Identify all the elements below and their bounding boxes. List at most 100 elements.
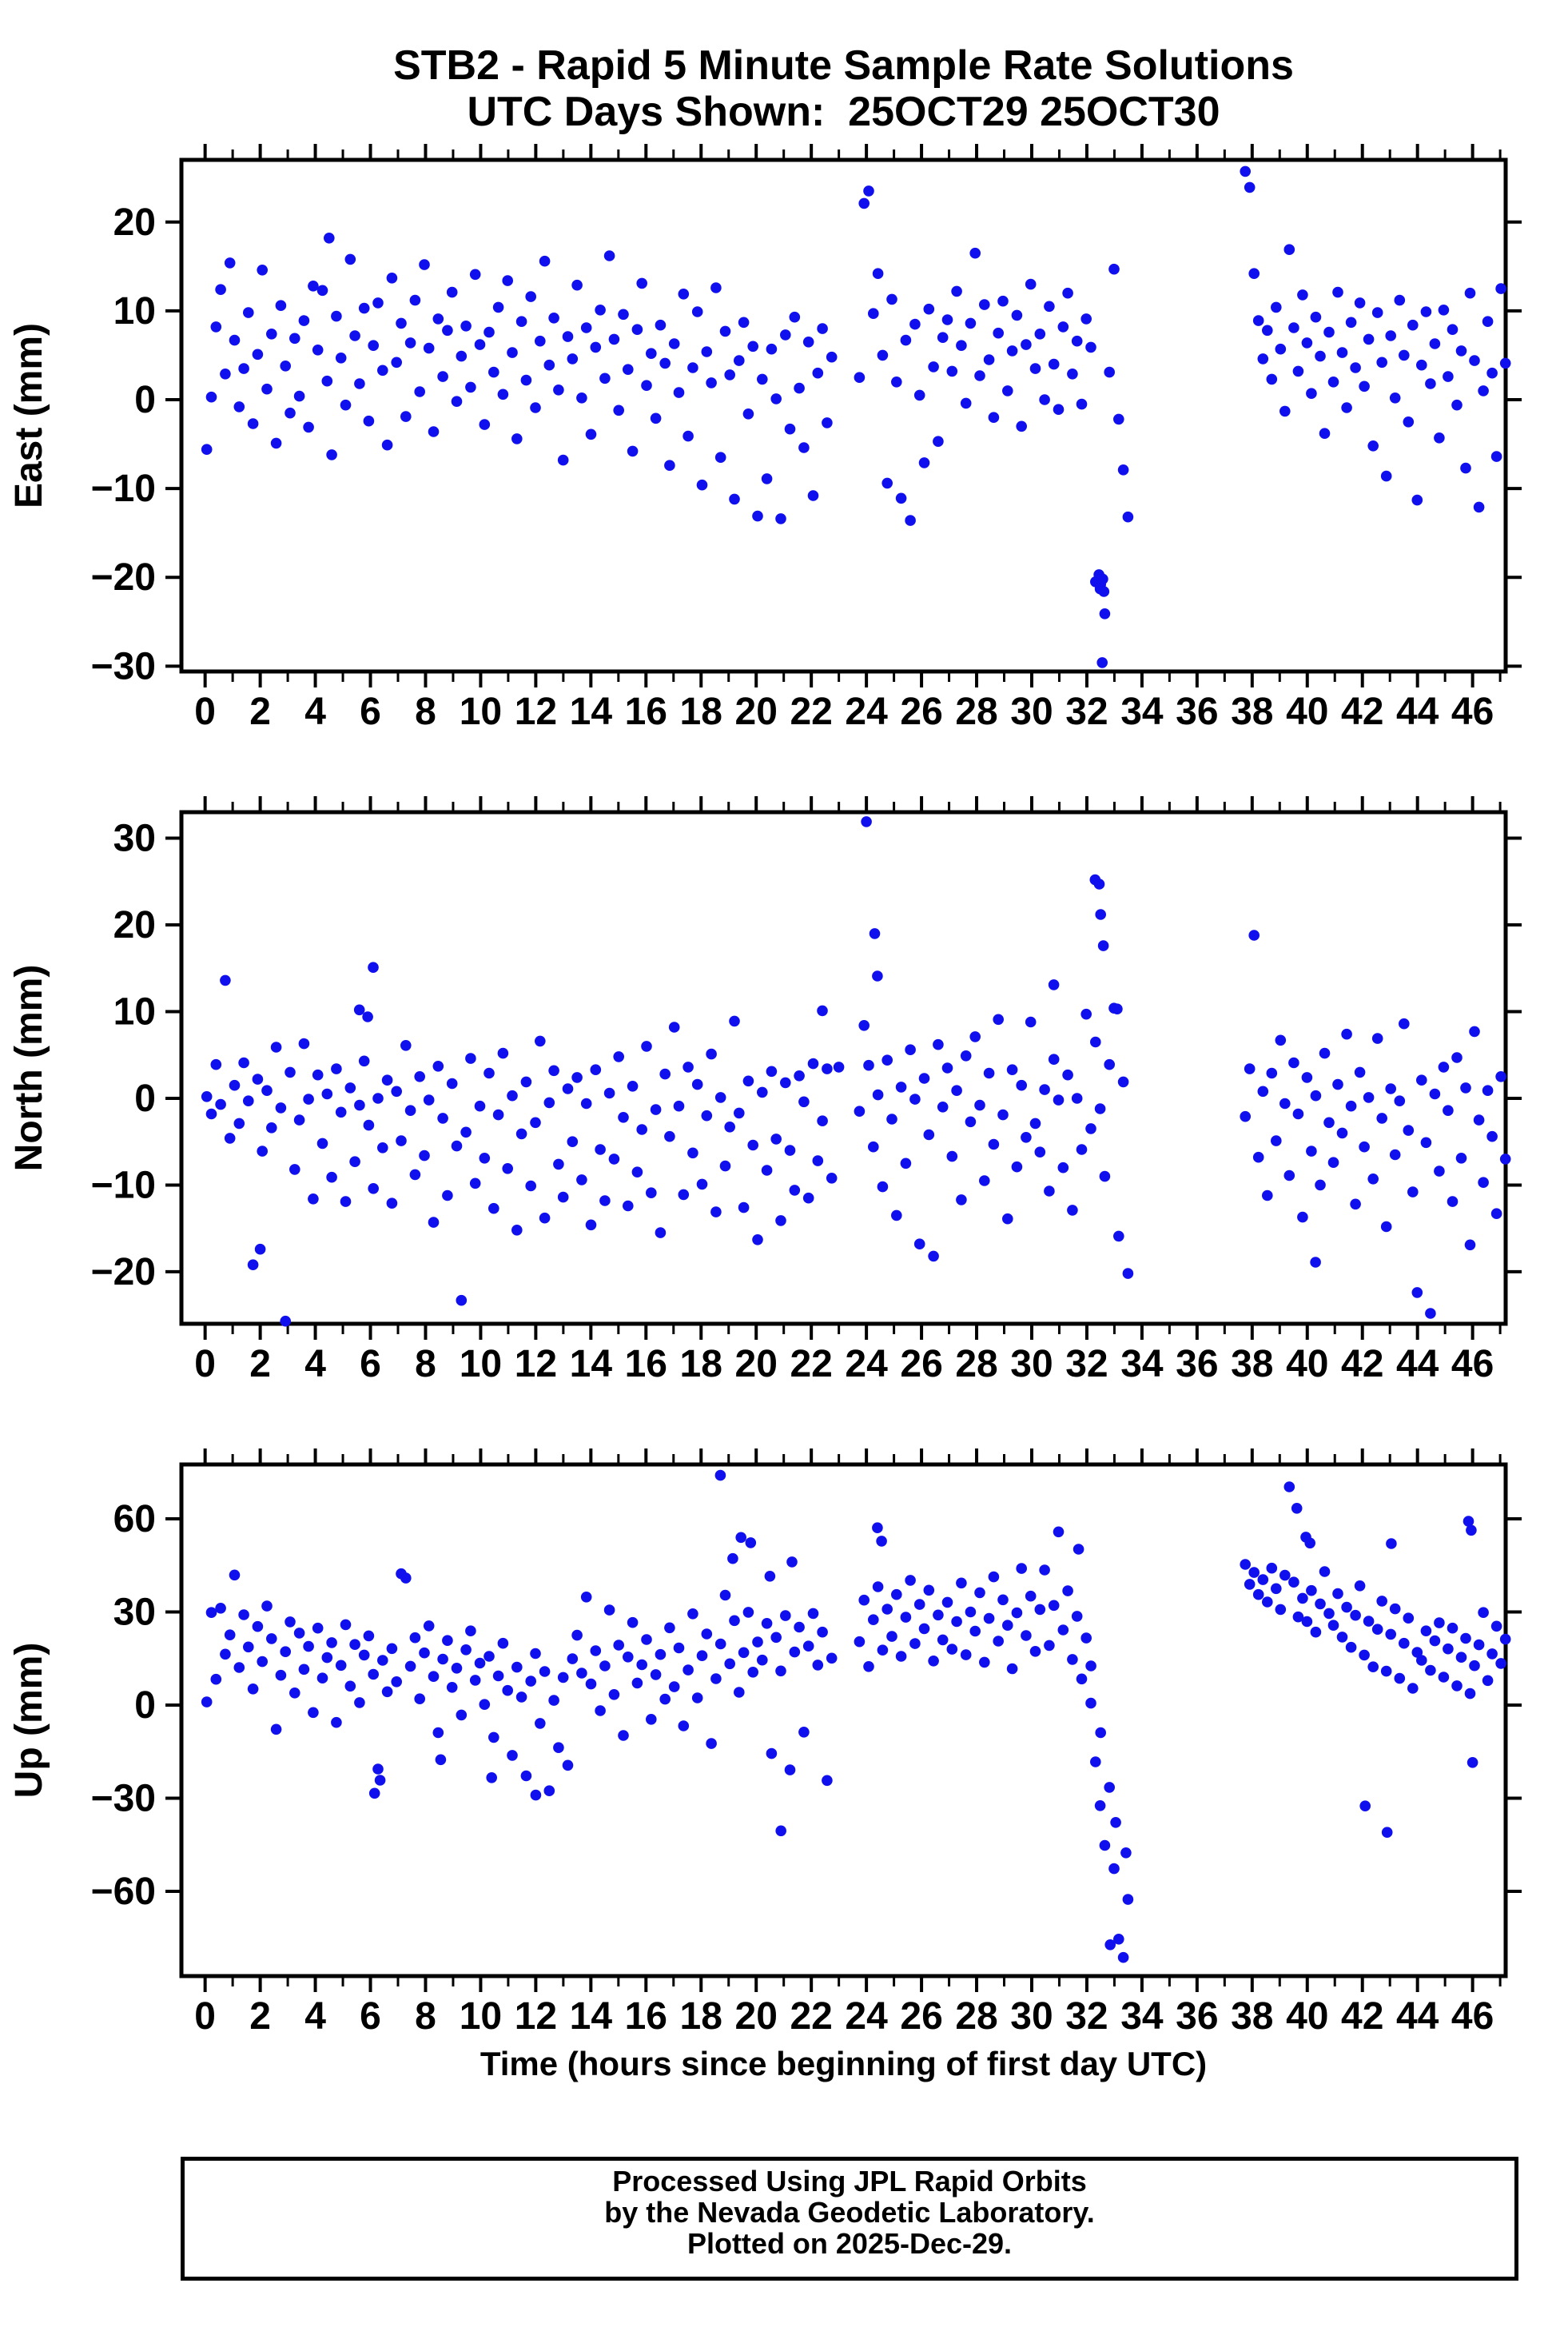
data-point <box>1096 657 1108 668</box>
data-point <box>465 1053 476 1064</box>
data-point <box>515 316 527 328</box>
data-point <box>1104 1782 1115 1793</box>
data-point <box>1067 369 1078 380</box>
data-point <box>946 1150 958 1162</box>
y-tick-label: −30 <box>91 1777 156 1819</box>
data-point <box>525 1676 536 1687</box>
north-panel: 0 2 4 6 8 10 12 14 16 18 20 22 24 26 28 30 32 34 36 38 40 42 4… <box>8 796 1522 1385</box>
x-tick-label: 44 <box>1396 1995 1439 2038</box>
data-point <box>363 415 375 427</box>
x-tick-label: 22 <box>790 1343 832 1385</box>
data-point <box>817 1005 828 1017</box>
data-point <box>1464 1239 1476 1251</box>
data-point <box>535 1035 546 1047</box>
x-tick-label: 10 <box>460 1343 502 1385</box>
data-point <box>435 1754 447 1766</box>
data-point <box>913 1599 925 1610</box>
data-point <box>1420 1625 1432 1636</box>
data-point <box>1394 294 1406 306</box>
data-point <box>1425 1308 1436 1319</box>
data-point <box>243 1095 254 1106</box>
data-point <box>280 361 292 372</box>
data-point <box>414 1693 425 1704</box>
data-point <box>1283 1481 1295 1492</box>
data-point <box>1486 367 1498 379</box>
data-point <box>1371 307 1383 318</box>
data-point <box>891 1209 902 1221</box>
data-point <box>530 1117 541 1129</box>
data-point <box>210 1058 222 1070</box>
data-point <box>492 301 504 313</box>
data-point <box>877 349 889 361</box>
data-point <box>1371 1033 1383 1044</box>
data-point <box>220 1648 231 1660</box>
x-tick-label: 22 <box>790 691 832 733</box>
data-point <box>293 390 305 402</box>
data-point <box>372 1093 384 1104</box>
data-point <box>229 1079 241 1091</box>
x-tick-label: 40 <box>1286 691 1328 733</box>
data-point <box>423 1094 435 1106</box>
data-point <box>205 1108 217 1120</box>
data-point <box>1420 306 1432 317</box>
data-point <box>1025 1590 1037 1602</box>
data-point <box>1336 1127 1348 1139</box>
data-point <box>714 1092 726 1103</box>
data-point <box>368 962 379 973</box>
data-point <box>1057 1162 1069 1173</box>
data-point <box>1367 1661 1379 1672</box>
data-point <box>794 382 805 394</box>
data-point <box>1363 1092 1375 1103</box>
data-point <box>1350 362 1361 373</box>
data-point <box>326 1637 337 1648</box>
x-tick-label: 2 <box>249 1995 271 2038</box>
x-tick-label: 6 <box>360 1343 381 1385</box>
data-point <box>673 387 685 398</box>
data-point <box>1034 1146 1046 1158</box>
x-tick-label: 32 <box>1065 1343 1108 1385</box>
x-tick-label: 4 <box>304 1995 326 2038</box>
data-point <box>492 1109 504 1121</box>
data-point <box>687 1608 698 1620</box>
data-point <box>710 1673 722 1684</box>
data-point <box>710 282 722 293</box>
data-point <box>1080 1008 1092 1020</box>
data-point <box>1292 1108 1304 1120</box>
data-point <box>1006 1663 1018 1675</box>
data-point <box>1478 1177 1489 1188</box>
data-point <box>340 1196 352 1207</box>
data-point <box>326 449 337 460</box>
data-point <box>655 1648 667 1660</box>
y-tick-label: −20 <box>91 1251 156 1293</box>
data-point <box>868 308 879 320</box>
data-point <box>979 1656 990 1668</box>
data-point <box>1279 405 1291 417</box>
data-point <box>854 372 866 384</box>
data-point <box>882 1604 893 1615</box>
data-point <box>636 277 647 289</box>
data-point <box>266 329 277 340</box>
data-point <box>363 1630 375 1642</box>
data-point <box>650 1104 662 1115</box>
data-point <box>691 1692 703 1703</box>
data-point <box>1460 1632 1471 1644</box>
data-point <box>1332 286 1343 298</box>
data-point <box>775 513 786 524</box>
data-point <box>599 373 611 385</box>
x-tick-label: 32 <box>1065 1995 1108 2038</box>
data-point <box>659 357 671 369</box>
data-point <box>909 1094 921 1105</box>
data-point <box>854 1106 866 1117</box>
data-point <box>1044 1185 1055 1197</box>
data-point <box>1025 1016 1037 1028</box>
data-point <box>757 373 768 385</box>
data-point <box>752 510 763 522</box>
data-point <box>780 329 791 341</box>
data-point <box>988 1571 1000 1583</box>
data-point <box>580 322 592 333</box>
data-point <box>1021 339 1032 350</box>
data-point <box>1266 1562 1278 1574</box>
data-point <box>456 1294 468 1306</box>
data-point <box>1447 1196 1459 1207</box>
